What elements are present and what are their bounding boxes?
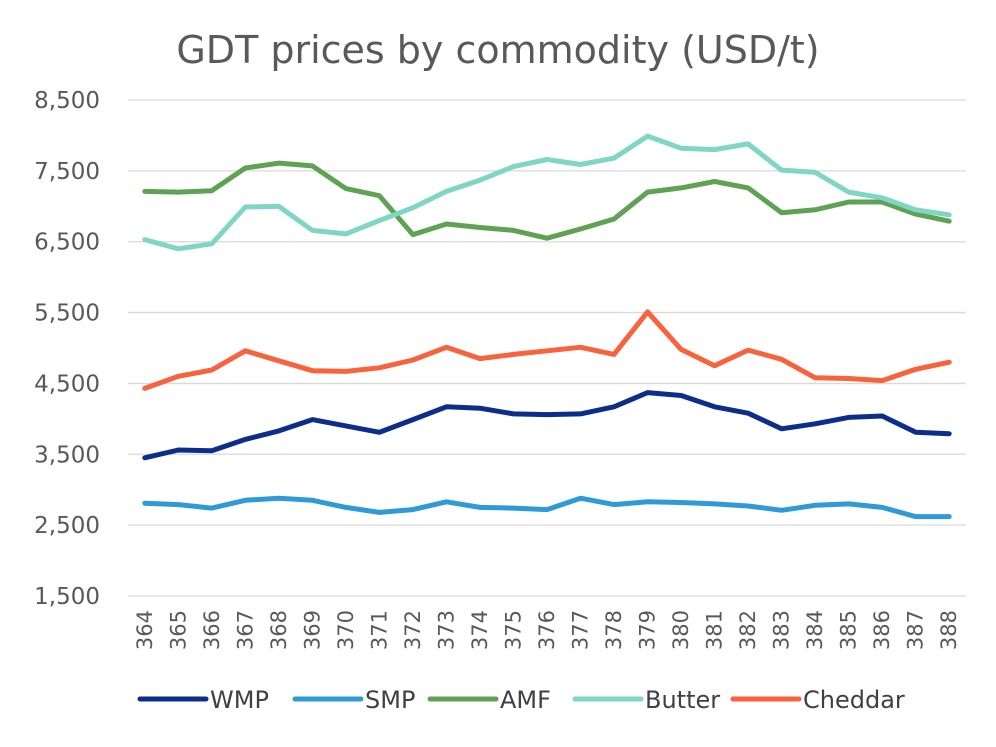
x-tick-label: 368	[267, 610, 291, 650]
x-tick-label: 379	[636, 610, 660, 650]
y-tick-label: 7,500	[34, 159, 100, 185]
x-tick-label: 382	[736, 610, 760, 650]
x-tick-label: 383	[770, 610, 794, 650]
x-tick-label: 375	[501, 610, 525, 650]
x-tick-label: 377	[569, 610, 593, 650]
x-tick-label: 366	[200, 610, 224, 650]
x-tick-label: 378	[602, 610, 626, 650]
y-tick-label: 1,500	[34, 584, 100, 610]
x-tick-label: 365	[166, 610, 190, 650]
x-tick-label: 369	[300, 610, 324, 650]
x-tick-label: 370	[334, 610, 358, 650]
y-tick-label: 5,500	[34, 301, 100, 327]
legend-label-butter: Butter	[645, 686, 720, 714]
x-tick-label: 386	[870, 610, 894, 650]
x-tick-label: 388	[937, 610, 961, 650]
series-line-cheddar	[142, 309, 952, 391]
y-tick-label: 3,500	[34, 442, 100, 468]
legend-label-smp: SMP	[365, 686, 415, 714]
x-tick-label: 376	[535, 610, 559, 650]
legend: WMP SMP AMF Butter Cheddar	[137, 686, 905, 714]
x-tick-label: 380	[669, 610, 693, 650]
series-line-butter	[142, 133, 952, 252]
x-tick-label: 367	[233, 610, 257, 650]
x-axis-ticks: 364 365 366 367 368 369 370 371 372 373 374 375 376 3…	[133, 610, 961, 650]
series-line-wmp	[142, 390, 952, 461]
y-tick-label: 2,500	[34, 513, 100, 539]
x-tick-label: 374	[468, 610, 492, 650]
legend-label-cheddar: Cheddar	[803, 686, 905, 714]
gridlines	[128, 99, 966, 597]
legend-label-amf: AMF	[500, 686, 551, 714]
x-tick-label: 373	[434, 610, 458, 650]
series-line-smp	[142, 495, 952, 520]
y-axis-ticks: 1,500 2,500 3,500 4,500 5,500 6,500 7,500 8,500	[34, 88, 100, 610]
chart-title: GDT prices by commodity (USD/t)	[176, 28, 820, 72]
x-tick-label: 385	[837, 610, 861, 650]
y-tick-label: 6,500	[34, 230, 100, 256]
y-tick-label: 4,500	[34, 371, 100, 397]
series-lines	[142, 133, 952, 520]
x-tick-label: 384	[803, 610, 827, 650]
x-tick-label: 371	[367, 610, 391, 650]
legend-label-wmp: WMP	[210, 686, 269, 714]
x-tick-label: 372	[401, 610, 425, 650]
x-tick-label: 381	[703, 610, 727, 650]
series-line-amf	[142, 160, 952, 241]
y-tick-label: 8,500	[34, 88, 100, 114]
x-tick-label: 364	[133, 610, 157, 650]
x-tick-label: 387	[904, 610, 928, 650]
